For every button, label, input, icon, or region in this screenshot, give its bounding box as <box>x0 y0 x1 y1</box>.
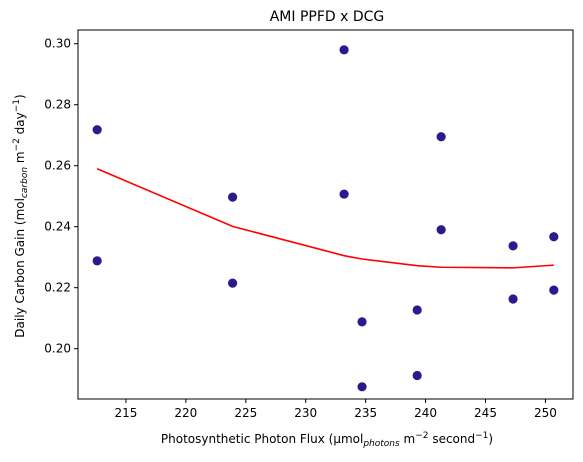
y-tick-label: 0.20 <box>44 342 71 356</box>
scatter-point <box>357 317 367 327</box>
scatter-point <box>92 256 102 266</box>
x-tick-label: 250 <box>534 406 557 420</box>
x-tick-label: 225 <box>234 406 257 420</box>
x-tick-label: 240 <box>414 406 437 420</box>
scatter-point <box>339 189 349 199</box>
x-tick-label: 230 <box>294 406 317 420</box>
y-tick-label: 0.24 <box>44 220 71 234</box>
scatter-point <box>549 285 559 295</box>
scatter-point <box>228 278 238 288</box>
scatter-point <box>228 192 238 202</box>
x-tick-label: 245 <box>474 406 497 420</box>
x-axis-ticks: 215 220 225 230 235 240 245 250 <box>114 399 557 420</box>
chart-title: AMI PPFD x DCG <box>270 9 385 25</box>
scatter-point <box>92 125 102 135</box>
scatter-point <box>436 225 446 235</box>
y-tick-label: 0.22 <box>44 281 71 295</box>
scatter-point <box>339 45 349 55</box>
x-tick-label: 220 <box>174 406 197 420</box>
y-tick-label: 0.28 <box>44 98 71 112</box>
x-tick-label: 235 <box>354 406 377 420</box>
x-axis-label: Photosynthetic Photon Flux (μmolphotons … <box>161 431 493 449</box>
x-tick-label: 215 <box>114 406 137 420</box>
y-axis-label: Daily Carbon Gain (molcarbon m−2 day−1) <box>12 94 30 337</box>
scatter-point <box>549 232 559 242</box>
scatter-point <box>357 382 367 392</box>
scatter-point <box>412 370 422 381</box>
y-axis-ticks: 0.20 0.22 0.24 0.26 0.28 0.30 <box>44 37 78 356</box>
plot-frame <box>77 29 574 400</box>
y-tick-label: 0.30 <box>44 37 71 51</box>
scatter-point <box>436 132 446 142</box>
y-tick-label: 0.26 <box>44 159 71 173</box>
trend-line <box>96 168 554 269</box>
scatter-point <box>508 294 518 304</box>
scatter-point <box>412 305 422 315</box>
plot-area <box>92 45 559 392</box>
scatter-point <box>508 241 518 251</box>
